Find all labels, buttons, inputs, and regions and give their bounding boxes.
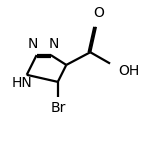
Text: Br: Br: [50, 101, 66, 115]
Text: HN: HN: [11, 76, 32, 90]
Text: N: N: [49, 37, 59, 51]
Text: N: N: [28, 37, 38, 51]
Text: OH: OH: [118, 64, 139, 78]
Text: O: O: [93, 6, 104, 20]
